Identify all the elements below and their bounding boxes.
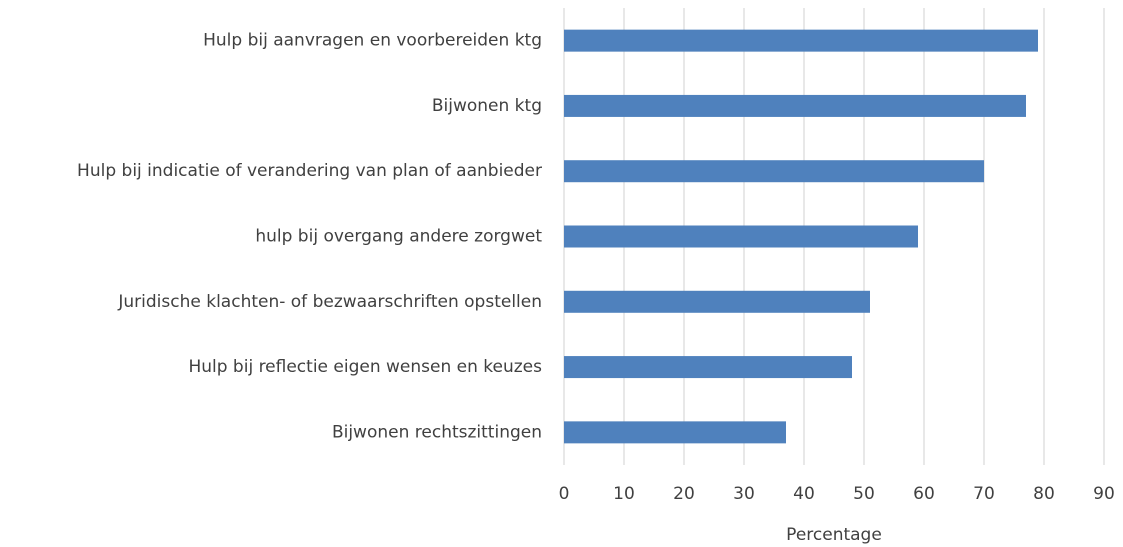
y-tick-label: Bijwonen rechtszittingen: [332, 422, 542, 442]
bar: [564, 356, 852, 379]
x-tick-label: 70: [973, 484, 995, 504]
x-tick-label: 80: [1033, 484, 1055, 504]
y-tick-label: Hulp bij reflectie eigen wensen en keuze…: [188, 357, 542, 377]
y-tick-label: Bijwonen ktg: [432, 96, 542, 116]
x-tick-label: 0: [559, 484, 570, 504]
x-axis-label: Percentage: [786, 525, 882, 545]
x-tick-label: 50: [853, 484, 875, 504]
x-tick-label: 10: [613, 484, 635, 504]
y-tick-label: Hulp bij indicatie of verandering van pl…: [77, 161, 542, 181]
bar: [564, 29, 1038, 52]
bar: [564, 225, 918, 248]
y-tick-label: Juridische klachten- of bezwaarschriften…: [117, 292, 542, 312]
y-tick-label: Hulp bij aanvragen en voorbereiden ktg: [203, 31, 542, 51]
x-tick-label: 30: [733, 484, 755, 504]
x-tick-label: 40: [793, 484, 815, 504]
x-tick-label: 90: [1093, 484, 1115, 504]
bar: [564, 94, 1026, 117]
x-tick-label: 60: [913, 484, 935, 504]
bar: [564, 290, 870, 313]
x-tick-label: 20: [673, 484, 695, 504]
bar: [564, 160, 984, 183]
y-tick-label: hulp bij overgang andere zorgwet: [255, 227, 542, 247]
bar: [564, 421, 786, 444]
